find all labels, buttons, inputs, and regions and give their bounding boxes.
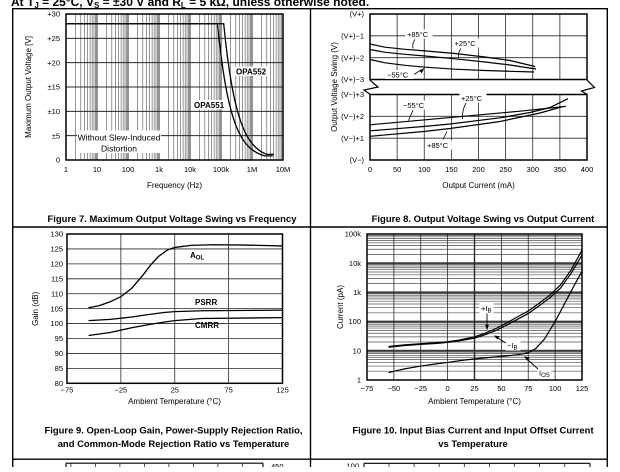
svg-text:+25°C: +25°C	[455, 39, 477, 48]
svg-text:OPA551: OPA551	[194, 101, 225, 110]
svg-text:AOL: AOL	[190, 251, 204, 262]
svg-text:+30: +30	[47, 10, 60, 19]
svg-text:100: 100	[348, 317, 361, 326]
svg-text:85: 85	[55, 364, 63, 373]
svg-text:Maximum Output Voltage [V]: Maximum Output Voltage [V]	[24, 36, 33, 138]
svg-text:50: 50	[497, 384, 505, 393]
svg-text:(V−)+1: (V−)+1	[341, 134, 364, 143]
svg-text:±15: ±15	[48, 83, 60, 92]
svg-text:−IB: −IB	[507, 341, 517, 352]
svg-text:vs Temperature: vs Temperature	[438, 439, 508, 450]
svg-text:250: 250	[499, 165, 512, 174]
svg-text:Figure 8. Output Voltage Swing: Figure 8. Output Voltage Swing vs Output…	[372, 214, 596, 225]
svg-text:10k: 10k	[349, 259, 361, 268]
svg-text:+25: +25	[47, 34, 60, 43]
svg-text:100: 100	[549, 384, 562, 393]
svg-text:100: 100	[50, 319, 63, 328]
svg-text:Without Slew-Induced: Without Slew-Induced	[78, 132, 161, 142]
svg-text:125: 125	[50, 245, 63, 254]
svg-text:(V+): (V+)	[350, 10, 365, 19]
svg-text:0: 0	[446, 384, 450, 393]
svg-text:Distortion: Distortion	[101, 143, 137, 153]
svg-text:and Common-Mode Rejection Rati: and Common-Mode Rejection Ratio vs Tempe…	[58, 439, 290, 450]
svg-text:−25: −25	[115, 386, 128, 395]
svg-text:Gain (dB): Gain (dB)	[31, 291, 40, 326]
svg-text:100k: 100k	[345, 230, 362, 239]
svg-text:At TJ = 25°C, VS = ±30 V and R: At TJ = 25°C, VS = ±30 V and RL = 5 kΩ, …	[11, 0, 369, 10]
svg-text:90: 90	[55, 349, 63, 358]
svg-text:10k: 10k	[184, 165, 196, 174]
svg-text:10: 10	[93, 165, 101, 174]
svg-text:75: 75	[224, 386, 232, 395]
svg-text:(V−)+2: (V−)+2	[341, 112, 364, 121]
svg-text:105: 105	[50, 304, 63, 313]
svg-text:Figure 9. Open-Loop Gain, Powe: Figure 9. Open-Loop Gain, Power-Supply R…	[45, 426, 303, 437]
svg-text:1k: 1k	[353, 288, 361, 297]
svg-text:0: 0	[56, 156, 60, 165]
svg-text:Current (pA): Current (pA)	[336, 285, 345, 329]
svg-text:Output Voltage Swing (V): Output Voltage Swing (V)	[330, 42, 339, 132]
svg-text:+85°C: +85°C	[427, 141, 449, 150]
svg-text:1k: 1k	[155, 165, 163, 174]
svg-text:Ambient Temperature (°C): Ambient Temperature (°C)	[428, 397, 521, 406]
svg-text:(V−): (V−)	[350, 156, 365, 165]
svg-text:75: 75	[524, 384, 532, 393]
svg-text:+25°C: +25°C	[461, 94, 483, 103]
svg-text:+20: +20	[47, 58, 60, 67]
svg-text:400: 400	[581, 165, 594, 174]
svg-text:1: 1	[357, 376, 361, 385]
svg-text:100: 100	[122, 165, 135, 174]
svg-text:50: 50	[393, 165, 401, 174]
svg-text:100: 100	[418, 165, 431, 174]
svg-text:125: 125	[276, 386, 289, 395]
svg-text:1: 1	[64, 165, 68, 174]
svg-text:(V+)−2: (V+)−2	[341, 53, 364, 62]
svg-text:10M: 10M	[276, 165, 291, 174]
svg-text:(V+)−1: (V+)−1	[341, 31, 364, 40]
svg-text:Frequency (Hz): Frequency (Hz)	[147, 181, 202, 190]
svg-text:100k: 100k	[213, 165, 230, 174]
svg-text:−55°C: −55°C	[387, 71, 409, 80]
svg-text:25: 25	[171, 386, 179, 395]
svg-text:Figure 10. Input Bias Current: Figure 10. Input Bias Current and Input …	[352, 426, 594, 437]
svg-text:95: 95	[55, 334, 63, 343]
svg-text:Output Current (mA): Output Current (mA)	[442, 181, 515, 190]
svg-text:25: 25	[470, 384, 478, 393]
svg-text:±5: ±5	[52, 131, 60, 140]
svg-text:OPA552: OPA552	[236, 68, 267, 77]
svg-text:+IB: +IB	[481, 304, 491, 315]
svg-text:±10: ±10	[48, 107, 60, 116]
svg-text:0: 0	[368, 165, 372, 174]
svg-text:IOS: IOS	[539, 369, 550, 380]
svg-text:110: 110	[51, 289, 63, 298]
svg-text:80: 80	[55, 379, 63, 388]
svg-text:+85°C: +85°C	[407, 30, 429, 39]
svg-text:Ambient Temperature (°C): Ambient Temperature (°C)	[128, 397, 221, 406]
svg-text:10: 10	[353, 346, 361, 355]
svg-text:−75: −75	[361, 384, 374, 393]
svg-text:−75: −75	[61, 386, 74, 395]
svg-text:300: 300	[526, 165, 539, 174]
svg-text:−50: −50	[388, 384, 401, 393]
svg-text:115: 115	[51, 274, 63, 283]
svg-text:−25: −25	[414, 384, 427, 393]
svg-text:200: 200	[472, 165, 485, 174]
svg-text:−55°C: −55°C	[403, 101, 425, 110]
svg-text:(V−)+3: (V−)+3	[341, 90, 364, 99]
svg-text:PSRR: PSRR	[195, 298, 217, 307]
svg-text:150: 150	[445, 165, 458, 174]
svg-text:350: 350	[554, 165, 567, 174]
svg-text:125: 125	[576, 384, 589, 393]
svg-text:1M: 1M	[247, 165, 257, 174]
svg-text:(V+)−3: (V+)−3	[341, 75, 364, 84]
svg-text:130: 130	[50, 230, 63, 239]
svg-text:450: 450	[271, 462, 284, 467]
svg-text:100: 100	[346, 462, 359, 468]
svg-text:Figure 7. Maximum Output Volta: Figure 7. Maximum Output Voltage Swing v…	[48, 214, 298, 225]
svg-text:CMRR: CMRR	[195, 321, 219, 330]
svg-text:120: 120	[50, 259, 63, 268]
